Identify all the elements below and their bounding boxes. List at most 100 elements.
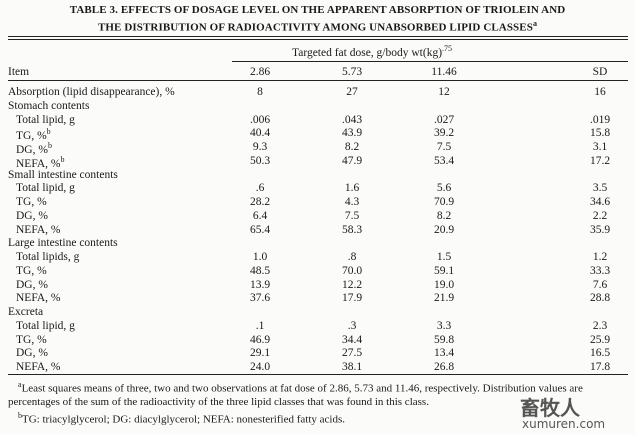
row-label: NEFA, % [16, 361, 61, 373]
row-label-text: Total lipid, g [16, 182, 75, 195]
cell: 3.5 [592, 182, 608, 195]
cell: 35.9 [589, 223, 611, 236]
column-header: Item [8, 66, 30, 78]
cell: 6.4 [252, 209, 268, 222]
cell: 5.6 [436, 182, 452, 195]
cell: 26.8 [433, 361, 455, 373]
watermark-name: 畜牧人 [520, 396, 580, 420]
footnote: bTG: triacylglycerol; DG: diacylglycerol… [8, 409, 628, 427]
cell: .8 [347, 251, 357, 263]
cell: 16.5 [589, 347, 611, 360]
footnote: aLeast squares means of three, two and t… [8, 378, 628, 409]
cell: 12.2 [341, 278, 363, 291]
row-label-text: Absorption (lipid disappearance), % [8, 86, 175, 98]
cell: 34.6 [589, 196, 611, 208]
cell: 46.9 [249, 333, 271, 346]
row-label: DG, %b [16, 141, 52, 156]
cell: 43.9 [341, 127, 363, 140]
row-label-text: TG, % [16, 130, 47, 143]
row-note: b [60, 154, 65, 164]
cell: 1.6 [344, 182, 360, 195]
rule [232, 61, 628, 62]
cell: 58.3 [341, 223, 363, 236]
title-note: a [532, 19, 538, 28]
cell: 4.3 [344, 196, 360, 208]
column-header: 11.46 [431, 66, 457, 78]
row-label: TG, % [16, 196, 47, 208]
cell: .1 [255, 319, 265, 332]
cell: 29.1 [249, 347, 271, 360]
row-label: NEFA, %b [16, 155, 65, 170]
cell: 17.8 [589, 361, 611, 373]
cell: 27 [346, 86, 358, 98]
cell: 50.3 [249, 154, 271, 167]
title-line: THE DISTRIBUTION OF RADIOACTIVITY AMONG … [97, 19, 538, 34]
footnote-mark: a [18, 380, 22, 389]
cell: 3.3 [436, 319, 452, 332]
cell: 70.0 [341, 264, 363, 277]
cell: 17.2 [589, 154, 611, 167]
cell: 1.0 [252, 251, 268, 263]
row-label-text: NEFA, % [16, 157, 61, 170]
footnote-text: Least squares means of three, two and tw… [8, 382, 583, 408]
row-label-text: DG, % [16, 209, 48, 222]
row-note: b [46, 127, 51, 137]
column-header: 2.86 [249, 66, 271, 78]
cell: 13.4 [433, 347, 455, 360]
group-header: Targeted fat dose, g/body wt(kg).75 [292, 44, 452, 59]
cell: 40.4 [249, 127, 271, 140]
cell: 59.8 [433, 333, 455, 346]
section-heading: Stomach contents [8, 99, 90, 112]
row-label-text: NEFA, % [16, 292, 61, 305]
cell: 2.3 [592, 319, 608, 332]
cell: 25.9 [589, 333, 611, 346]
row-label: TG, % [16, 265, 47, 277]
cell: 59.1 [433, 264, 455, 277]
cell: .3 [347, 319, 357, 332]
cell: 7.5 [344, 209, 360, 222]
cell: 2.2 [592, 209, 608, 222]
cell: 12 [438, 86, 450, 98]
row-label: Total lipid, g [16, 182, 75, 194]
cell: 7.6 [592, 278, 608, 291]
row-label-text: DG, % [16, 347, 48, 360]
cell: 39.2 [433, 127, 455, 140]
row-label-text: Total lipid, g [16, 113, 75, 126]
cell: 47.9 [341, 154, 363, 167]
footnotes: aLeast squares means of three, two and t… [8, 378, 628, 426]
cell: 20.9 [433, 223, 455, 236]
cell: 16 [594, 86, 606, 98]
cell: 33.3 [589, 264, 611, 277]
cell: 53.4 [433, 154, 455, 167]
row-label: TG, %b [16, 127, 51, 142]
rule [8, 39, 628, 40]
cell: 8.2 [436, 209, 452, 222]
title-line: TABLE 3. EFFECTS OF DOSAGE LEVEL ON THE … [69, 4, 566, 16]
column-header: SD [592, 66, 608, 78]
cell: 70.9 [433, 196, 455, 208]
cell: 48.5 [249, 264, 271, 277]
row-label: Total lipid, g [16, 320, 75, 332]
cell: 1.2 [592, 251, 608, 263]
group-header-sup: .75 [442, 44, 453, 53]
table-title: TABLE 3. EFFECTS OF DOSAGE LEVEL ON THE … [0, 4, 635, 35]
cell: 65.4 [249, 223, 271, 236]
cell: 37.6 [249, 292, 271, 305]
footnote-text: TG: triacylglycerol; DG: diacylglycerol;… [22, 413, 345, 426]
row-label: NEFA, % [16, 292, 61, 304]
section-heading: Small intestine contents [8, 168, 118, 181]
row-label: DG, % [16, 347, 48, 359]
cell: 9.3 [252, 141, 268, 153]
cell: 7.5 [436, 141, 452, 153]
section-heading: Large intestine contents [8, 237, 118, 250]
cell: 13.9 [249, 278, 271, 291]
cell: 24.0 [249, 361, 271, 373]
row-label-text: DG, % [16, 278, 48, 291]
row-label: Absorption (lipid disappearance), % [8, 86, 175, 98]
row-label-text: DG, % [16, 143, 48, 156]
row-label: Total lipid, g [16, 114, 75, 126]
cell: 28.8 [589, 292, 611, 305]
cell: .019 [589, 113, 611, 126]
cell: 21.9 [433, 292, 455, 305]
